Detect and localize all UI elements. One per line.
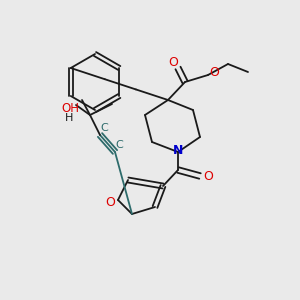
Text: O: O — [203, 170, 213, 184]
Text: OH: OH — [61, 101, 79, 115]
Text: C: C — [115, 140, 123, 150]
Text: O: O — [105, 196, 115, 209]
Text: O: O — [168, 56, 178, 70]
Text: H: H — [65, 113, 73, 123]
Text: N: N — [173, 145, 183, 158]
Text: C: C — [100, 123, 108, 133]
Text: O: O — [209, 65, 219, 79]
